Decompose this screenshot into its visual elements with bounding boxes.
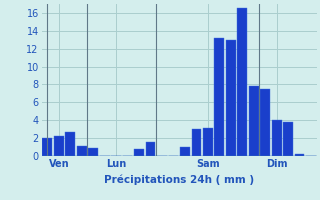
Bar [146,142,156,156]
Bar [226,40,236,156]
Bar [180,147,190,156]
Bar [249,86,259,156]
Bar [65,132,75,156]
Bar [295,154,304,156]
Bar [77,146,87,156]
Bar [88,148,98,156]
Bar [203,128,213,156]
X-axis label: Précipitations 24h ( mm ): Précipitations 24h ( mm ) [104,174,254,185]
Bar [272,120,282,156]
Bar [283,122,293,156]
Bar [214,38,224,156]
Bar [237,8,247,156]
Bar [134,149,144,156]
Bar [43,138,52,156]
Bar [192,129,201,156]
Bar [54,136,64,156]
Bar [260,89,270,156]
